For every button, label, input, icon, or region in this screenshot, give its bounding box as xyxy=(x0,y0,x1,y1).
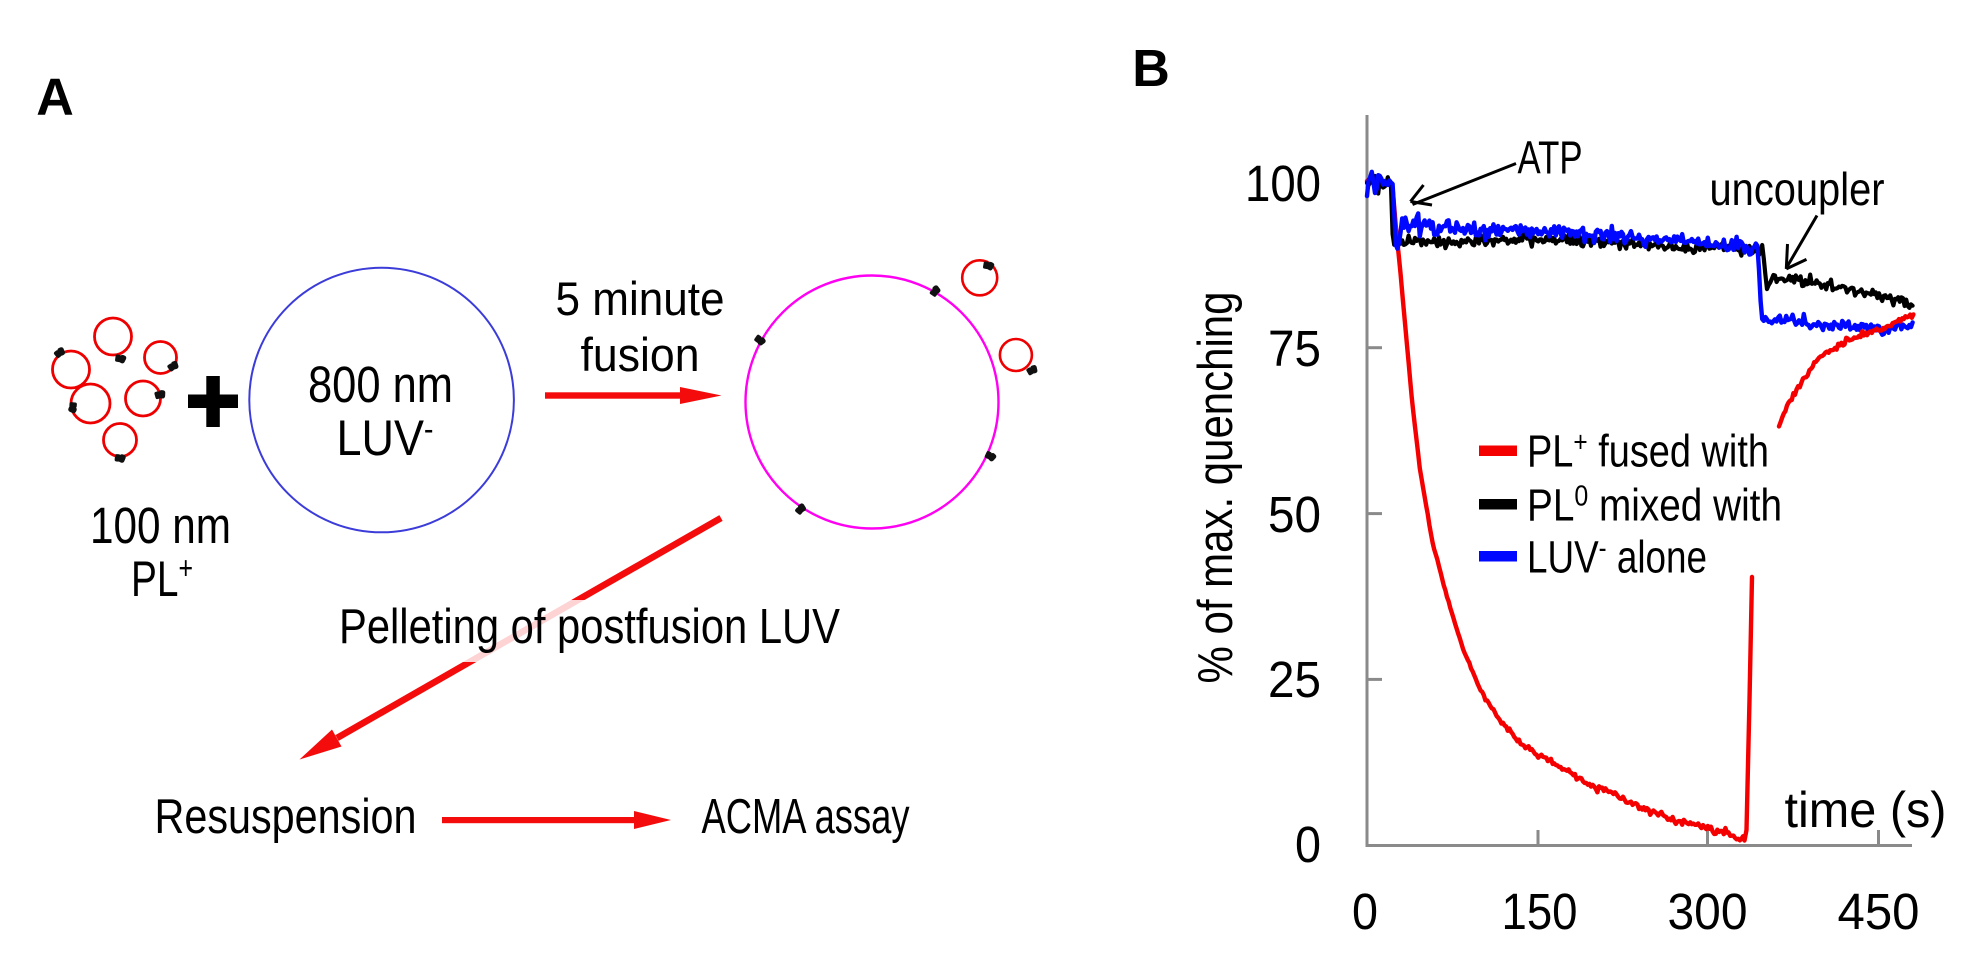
svg-text:25: 25 xyxy=(1268,651,1321,708)
svg-text:Resuspension: Resuspension xyxy=(155,790,417,844)
svg-text:Pelleting of postfusion LUV: Pelleting of postfusion LUV xyxy=(339,600,840,654)
svg-text:PL+ fused with: PL+ fused with xyxy=(1527,426,1769,477)
svg-text:0: 0 xyxy=(1295,816,1321,873)
svg-text:450: 450 xyxy=(1838,883,1920,940)
svg-text:uncoupler: uncoupler xyxy=(1710,163,1885,215)
svg-text:300: 300 xyxy=(1668,883,1748,940)
svg-text:800 nm: 800 nm xyxy=(308,356,453,413)
svg-text:% of max. quenching: % of max. quenching xyxy=(1189,292,1243,684)
svg-text:ATP: ATP xyxy=(1518,132,1583,184)
svg-text:50: 50 xyxy=(1268,486,1321,543)
svg-text:LUV- alone: LUV- alone xyxy=(1527,532,1707,583)
svg-text:A: A xyxy=(36,69,74,127)
svg-text:LUV-: LUV- xyxy=(337,410,434,466)
svg-text:100 nm: 100 nm xyxy=(90,497,231,554)
svg-text:B: B xyxy=(1132,40,1170,98)
svg-text:100: 100 xyxy=(1245,155,1321,212)
svg-text:time (s): time (s) xyxy=(1785,782,1947,838)
svg-text:150: 150 xyxy=(1502,883,1578,940)
svg-text:PL0 mixed with: PL0 mixed with xyxy=(1527,480,1782,531)
svg-text:75: 75 xyxy=(1268,320,1321,377)
svg-text:0: 0 xyxy=(1352,883,1378,940)
svg-text:fusion: fusion xyxy=(581,328,700,381)
svg-text:5 minute: 5 minute xyxy=(556,272,725,325)
svg-text:ACMA assay: ACMA assay xyxy=(702,790,910,844)
